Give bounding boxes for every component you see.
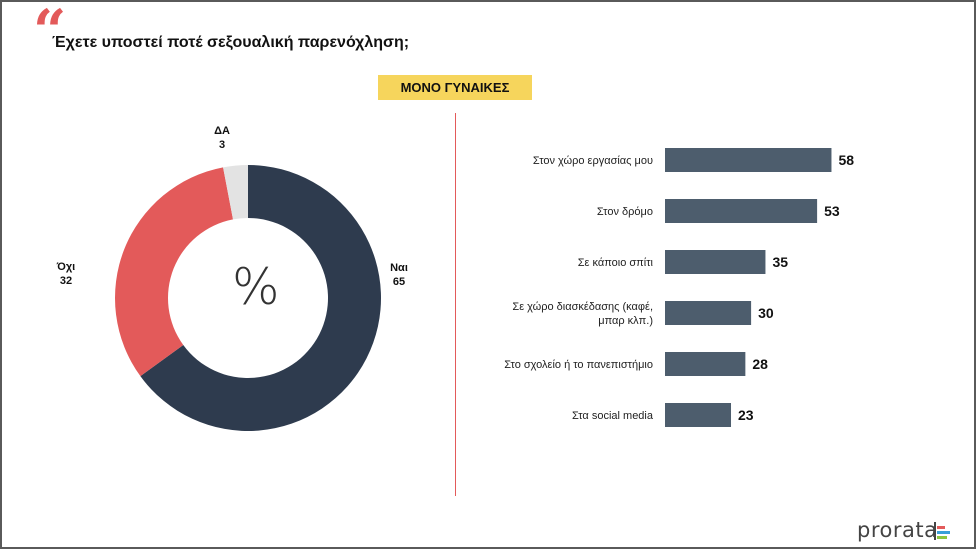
bar-3	[665, 301, 752, 325]
bar-value-2: 35	[772, 254, 788, 270]
donut-chart-svg	[114, 165, 382, 432]
slice-label-no-name: Όχι	[56, 261, 76, 273]
slice-label-dk: ΔΑ 3	[202, 124, 242, 152]
bar-category-0: Στον χώρο εργασίας μου	[533, 155, 653, 167]
bar-category-2: Σε κάποιο σπίτι	[578, 257, 654, 269]
donut-slice-yes	[140, 165, 382, 432]
bar-chart-svg: 58 Στον χώρο εργασίας μου 53 Στον δρόμο 35 Σε…	[504, 148, 854, 427]
slice-label-yes-name: Ναι	[390, 262, 408, 274]
bar-value-3: 30	[758, 305, 774, 321]
bar-value-5: 23	[738, 407, 754, 423]
slice-label-dk-value: 3	[218, 139, 226, 151]
survey-question: Έχετε υποστεί ποτέ σεξουαλική παρενόχλησ…	[52, 34, 410, 51]
slice-label-dk-name: ΔΑ	[214, 125, 230, 137]
percent-symbol: %	[232, 258, 280, 316]
slice-label-yes-value: 65	[392, 276, 406, 288]
donut-slice-dk	[223, 165, 248, 220]
bar-category-3: Σε χώρο διασκέδασης (καφέ, μπαρ κλπ.)	[512, 301, 653, 327]
bar-value-1: 53	[824, 203, 840, 219]
bar-category-4: Στο σχολείο ή το πανεπιστήμιο	[504, 359, 653, 371]
brand-logo: prorata	[857, 518, 938, 542]
slice-label-yes: Ναι 65	[379, 261, 419, 289]
section-divider	[455, 113, 456, 496]
quote-icon: “	[33, 0, 67, 65]
bar-chart: 58 Στον χώρο εργασίας μου 53 Στον δρόμο 35 Σε…	[460, 130, 900, 440]
slice-label-no: Όχι 32	[46, 260, 86, 288]
bar-0	[665, 148, 832, 172]
women-only-badge: ΜΟΝΟ ΓΥΝΑΙΚΕΣ	[378, 75, 532, 100]
donut-slice-no	[114, 167, 234, 377]
bar-2	[665, 250, 766, 274]
bar-category-1: Στον δρόμο	[597, 206, 653, 218]
brand-logo-icon	[934, 522, 950, 540]
bar-4	[665, 352, 746, 376]
bar-value-4: 28	[752, 356, 768, 372]
bar-category-5: Στα social media	[572, 410, 654, 422]
slice-label-no-value: 32	[59, 275, 73, 287]
bar-5	[665, 403, 732, 427]
bar-value-0: 58	[838, 152, 854, 168]
bar-1	[665, 199, 818, 223]
donut-chart	[0, 110, 450, 450]
